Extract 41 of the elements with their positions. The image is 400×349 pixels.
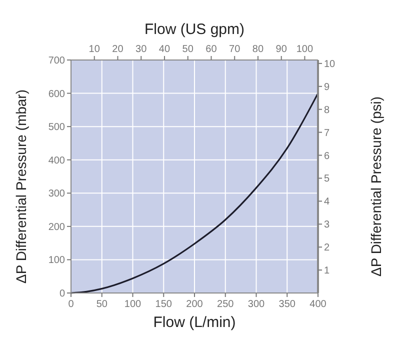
y-tick-label: 200 (48, 222, 66, 233)
y2-tick-label: 6 (324, 150, 330, 162)
y2-tick-label: 2 (324, 242, 330, 254)
y2-tick-label: 4 (324, 196, 330, 208)
x2-tick-label: 30 (136, 44, 148, 55)
x2-tick-label: 10 (88, 44, 100, 55)
y-tick-label: 700 (48, 56, 66, 66)
x2-tick-label: 50 (182, 44, 194, 55)
x2-tick-label: 70 (229, 44, 241, 55)
x-tick-label: 0 (68, 299, 74, 310)
y-tick-label: 500 (48, 122, 66, 134)
x2-tick-label: 60 (206, 44, 218, 55)
y2-tick-label: 1 (324, 266, 330, 277)
x-axis-title: Flow (L/min) (153, 314, 236, 331)
y2-tick-label: 9 (324, 82, 330, 93)
y2-axis-title: ΔP Differential Pressure (psi) (368, 96, 384, 277)
x2-tick-label: 20 (112, 44, 124, 55)
x2-tick-label: 90 (276, 44, 288, 55)
x-tick-label: 150 (155, 299, 172, 310)
y2-tick-label: 5 (324, 174, 330, 185)
x-tick-label: 350 (278, 299, 296, 310)
y-tick-label: 100 (48, 255, 66, 266)
y-tick-label: 600 (48, 88, 66, 100)
x-tick-label: 100 (124, 299, 142, 310)
x2-tick-label: 80 (252, 44, 264, 55)
y-tick-label: 0 (59, 288, 66, 300)
x-tick-label: 300 (248, 299, 266, 310)
y2-tick-label: 10 (324, 58, 336, 70)
x-tick-label: 200 (186, 299, 204, 310)
y-axis-title: ΔP Differential Pressure (mbar) (13, 89, 29, 284)
x2-axis-title: Flow (US gpm) (144, 21, 245, 38)
y2-tick-label: 7 (324, 128, 330, 139)
y2-tick-label: 3 (324, 220, 330, 231)
x2-tick-label: 40 (158, 44, 170, 55)
y-tick-label: 300 (48, 188, 66, 200)
y2-tick-label: 8 (324, 104, 330, 116)
x2-tick-label: 100 (296, 44, 314, 55)
x-tick-label: 250 (217, 299, 234, 310)
x-tick-label: 400 (310, 299, 327, 310)
y-tick-label: 400 (48, 155, 66, 166)
x-tick-label: 50 (96, 299, 108, 310)
